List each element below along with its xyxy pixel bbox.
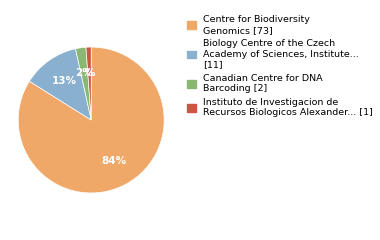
Wedge shape — [86, 47, 91, 120]
Wedge shape — [29, 49, 91, 120]
Text: 2%: 2% — [76, 68, 93, 78]
Text: %: % — [84, 68, 95, 78]
Wedge shape — [76, 47, 91, 120]
Legend: Centre for Biodiversity
Genomics [73], Biology Centre of the Czech
Academy of Sc: Centre for Biodiversity Genomics [73], B… — [187, 15, 373, 117]
Wedge shape — [18, 47, 164, 193]
Text: 84%: 84% — [101, 156, 127, 167]
Text: 13%: 13% — [51, 76, 76, 86]
